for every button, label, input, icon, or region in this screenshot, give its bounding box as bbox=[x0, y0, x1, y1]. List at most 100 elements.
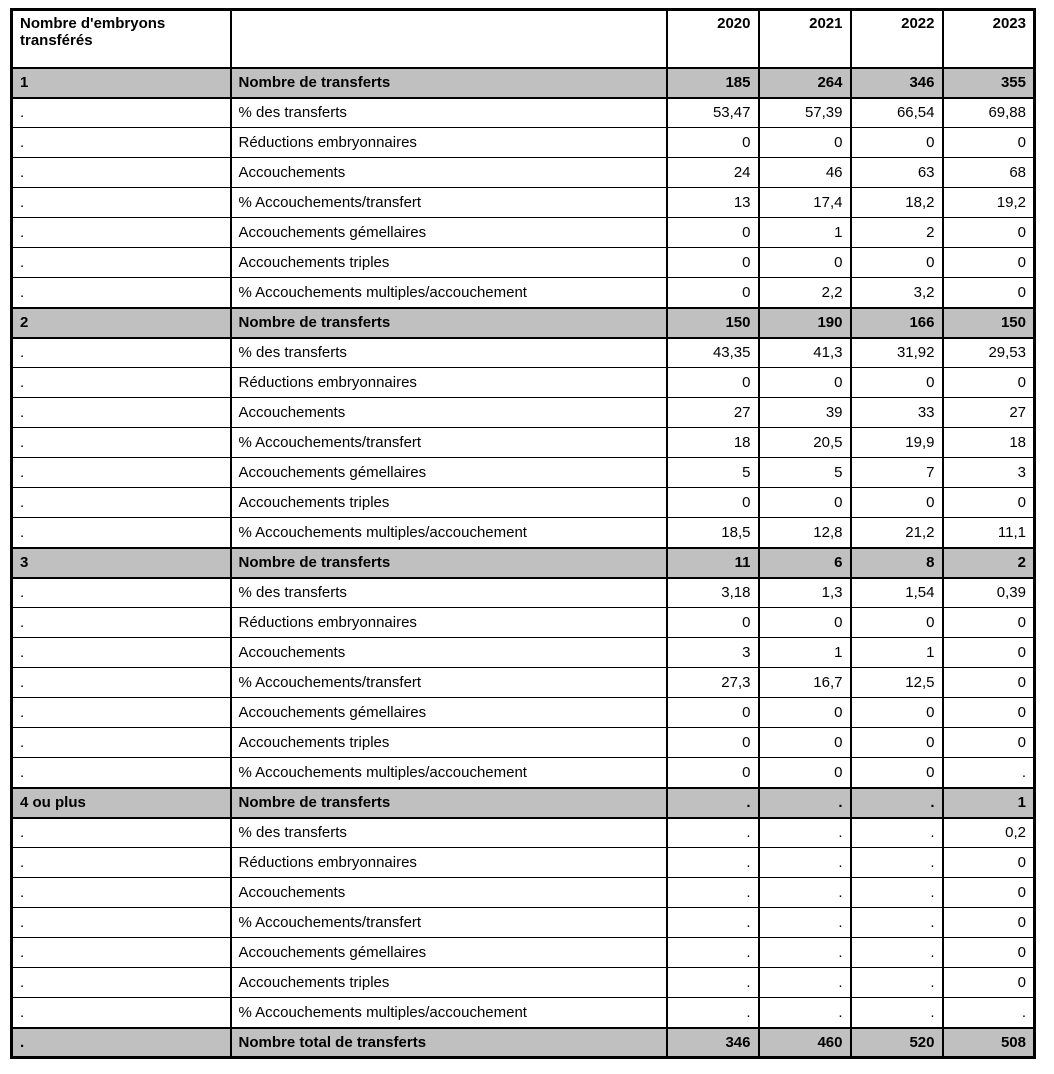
value-cell-2023: 2 bbox=[941, 546, 1036, 579]
group-placeholder-cell: . bbox=[10, 247, 232, 278]
value-cell-2020: 27,3 bbox=[665, 667, 760, 698]
group-placeholder-cell: . bbox=[10, 337, 232, 368]
group-placeholder-cell: . bbox=[10, 367, 232, 398]
value-cell-2020: 43,35 bbox=[665, 337, 760, 368]
row-label-cell: Accouchements triples bbox=[229, 967, 668, 998]
row-label-cell: % Accouchements/transfert bbox=[229, 427, 668, 458]
value-cell-2023: 0 bbox=[941, 277, 1036, 308]
value-cell-2023: 19,2 bbox=[941, 187, 1036, 218]
data-row: . Accouchements gémellaires 0 0 0 0 bbox=[10, 697, 1036, 728]
data-row: . Accouchements gémellaires... 0 bbox=[10, 937, 1036, 968]
value-cell-2020: . bbox=[665, 967, 760, 998]
value-cell-2020: 0 bbox=[665, 607, 760, 638]
value-cell-2023: 0,39 bbox=[941, 577, 1036, 608]
value-cell-2023: 355 bbox=[941, 66, 1036, 99]
group-placeholder-cell: . bbox=[10, 967, 232, 998]
group-placeholder-cell: . bbox=[10, 517, 232, 548]
table-body: 1 Nombre de transferts 185 264 346 355.% des … bbox=[10, 66, 1036, 1059]
value-cell-2020: 18,5 bbox=[665, 517, 760, 548]
section-header-row: 2 Nombre de transferts 150 190 166 150 bbox=[10, 306, 1036, 339]
total-label-cell: Nombre total de transferts bbox=[229, 1026, 668, 1059]
value-cell-2021: . bbox=[757, 937, 852, 968]
value-cell-2021: 0 bbox=[757, 487, 852, 518]
value-cell-2020: 13 bbox=[665, 187, 760, 218]
value-cell-2020: 0 bbox=[665, 127, 760, 158]
value-cell-2023: 0 bbox=[941, 967, 1036, 998]
corner-header-line2: transférés bbox=[20, 32, 93, 49]
value-cell-2020: 11 bbox=[665, 546, 760, 579]
value-cell-2022: 12,5 bbox=[849, 667, 944, 698]
section-label-cell: Nombre de transferts bbox=[229, 306, 668, 339]
value-cell-2020: . bbox=[665, 937, 760, 968]
value-cell-2021: 41,3 bbox=[757, 337, 852, 368]
value-cell-2020: 150 bbox=[665, 306, 760, 339]
data-row: . Accouchements triples 0 0 0 0 bbox=[10, 487, 1036, 518]
value-cell-2021: 1 bbox=[757, 217, 852, 248]
row-label-cell: % des transferts bbox=[229, 577, 668, 608]
row-label-cell: Réductions embryonnaires bbox=[229, 127, 668, 158]
value-cell-2022: . bbox=[849, 997, 944, 1028]
value-cell-2021: 1 bbox=[757, 637, 852, 668]
value-cell-2022: 63 bbox=[849, 157, 944, 188]
section-header-row: 3 Nombre de transferts 11 6 8 2 bbox=[10, 546, 1036, 579]
group-placeholder-cell: . bbox=[10, 607, 232, 638]
value-cell-2022: 7 bbox=[849, 457, 944, 488]
embryo-transfer-table: Nombre d'embryons transférés 2020 2021 2… bbox=[10, 8, 1036, 1059]
value-cell-2020: 0 bbox=[665, 217, 760, 248]
group-placeholder-cell: . bbox=[10, 727, 232, 758]
value-cell-2022: 0 bbox=[849, 697, 944, 728]
year-header-2022: 2022 bbox=[849, 9, 944, 69]
value-cell-2021: 0 bbox=[757, 127, 852, 158]
data-row: . Accouchements 24 46 63 68 bbox=[10, 157, 1036, 188]
value-cell-2023: 69,88 bbox=[941, 97, 1036, 128]
data-row: . Réductions embryonnaires... 0 bbox=[10, 847, 1036, 878]
data-row: . Accouchements triples 0 0 0 0 bbox=[10, 247, 1036, 278]
group-placeholder-cell: . bbox=[10, 97, 232, 128]
value-cell-2020: . bbox=[665, 847, 760, 878]
value-cell-2020: . bbox=[665, 786, 760, 819]
value-cell-2022: . bbox=[849, 847, 944, 878]
group-placeholder-cell: . bbox=[10, 847, 232, 878]
year-header-2021: 2021 bbox=[757, 9, 852, 69]
value-cell-2023: . bbox=[941, 997, 1036, 1028]
value-cell-2021: 0 bbox=[757, 367, 852, 398]
value-cell-2020: 0 bbox=[665, 247, 760, 278]
value-cell-2021: . bbox=[757, 847, 852, 878]
group-placeholder-cell: . bbox=[10, 907, 232, 938]
row-label-cell: % Accouchements multiples/accouchement bbox=[229, 517, 668, 548]
row-label-cell: % Accouchements/transfert bbox=[229, 667, 668, 698]
table-header-row: Nombre d'embryons transférés 2020 2021 2… bbox=[10, 9, 1036, 69]
value-cell-2020: 0 bbox=[665, 367, 760, 398]
value-cell-2023: 3 bbox=[941, 457, 1036, 488]
data-row: .% Accouchements multiples/accouchement 0… bbox=[10, 277, 1036, 308]
row-label-cell: Accouchements triples bbox=[229, 247, 668, 278]
row-label-cell: Réductions embryonnaires bbox=[229, 367, 668, 398]
value-cell-2021: 57,39 bbox=[757, 97, 852, 128]
group-placeholder-cell: . bbox=[10, 457, 232, 488]
value-cell-2022: 8 bbox=[849, 546, 944, 579]
data-row: . Réductions embryonnaires 0 0 0 0 bbox=[10, 367, 1036, 398]
data-row: . Accouchements triples 0 0 0 0 bbox=[10, 727, 1036, 758]
data-row: .% Accouchements multiples/accouchement 0… bbox=[10, 757, 1036, 788]
row-label-cell: % Accouchements multiples/accouchement bbox=[229, 997, 668, 1028]
value-cell-2023: 0 bbox=[941, 847, 1036, 878]
section-label-cell: Nombre de transferts bbox=[229, 546, 668, 579]
value-cell-2022: 0 bbox=[849, 487, 944, 518]
value-cell-2021: 20,5 bbox=[757, 427, 852, 458]
value-cell-2021: 0 bbox=[757, 727, 852, 758]
value-cell-2021: 1,3 bbox=[757, 577, 852, 608]
row-label-cell: Accouchements gémellaires bbox=[229, 457, 668, 488]
value-cell-2022: 346 bbox=[849, 66, 944, 99]
value-cell-2022: 66,54 bbox=[849, 97, 944, 128]
value-cell-2022: 1,54 bbox=[849, 577, 944, 608]
group-placeholder-cell: . bbox=[10, 637, 232, 668]
value-cell-2023: 1 bbox=[941, 786, 1036, 819]
data-row: .% des transferts 43,35 41,3 31,92 29,53 bbox=[10, 337, 1036, 368]
value-cell-2023: 0 bbox=[941, 667, 1036, 698]
table-header: Nombre d'embryons transférés 2020 2021 2… bbox=[10, 9, 1036, 69]
value-cell-2022: . bbox=[849, 817, 944, 848]
row-label-cell: Accouchements triples bbox=[229, 727, 668, 758]
section-header-row: 4 ou plus Nombre de transferts... 1 bbox=[10, 786, 1036, 819]
group-placeholder-cell: . bbox=[10, 397, 232, 428]
